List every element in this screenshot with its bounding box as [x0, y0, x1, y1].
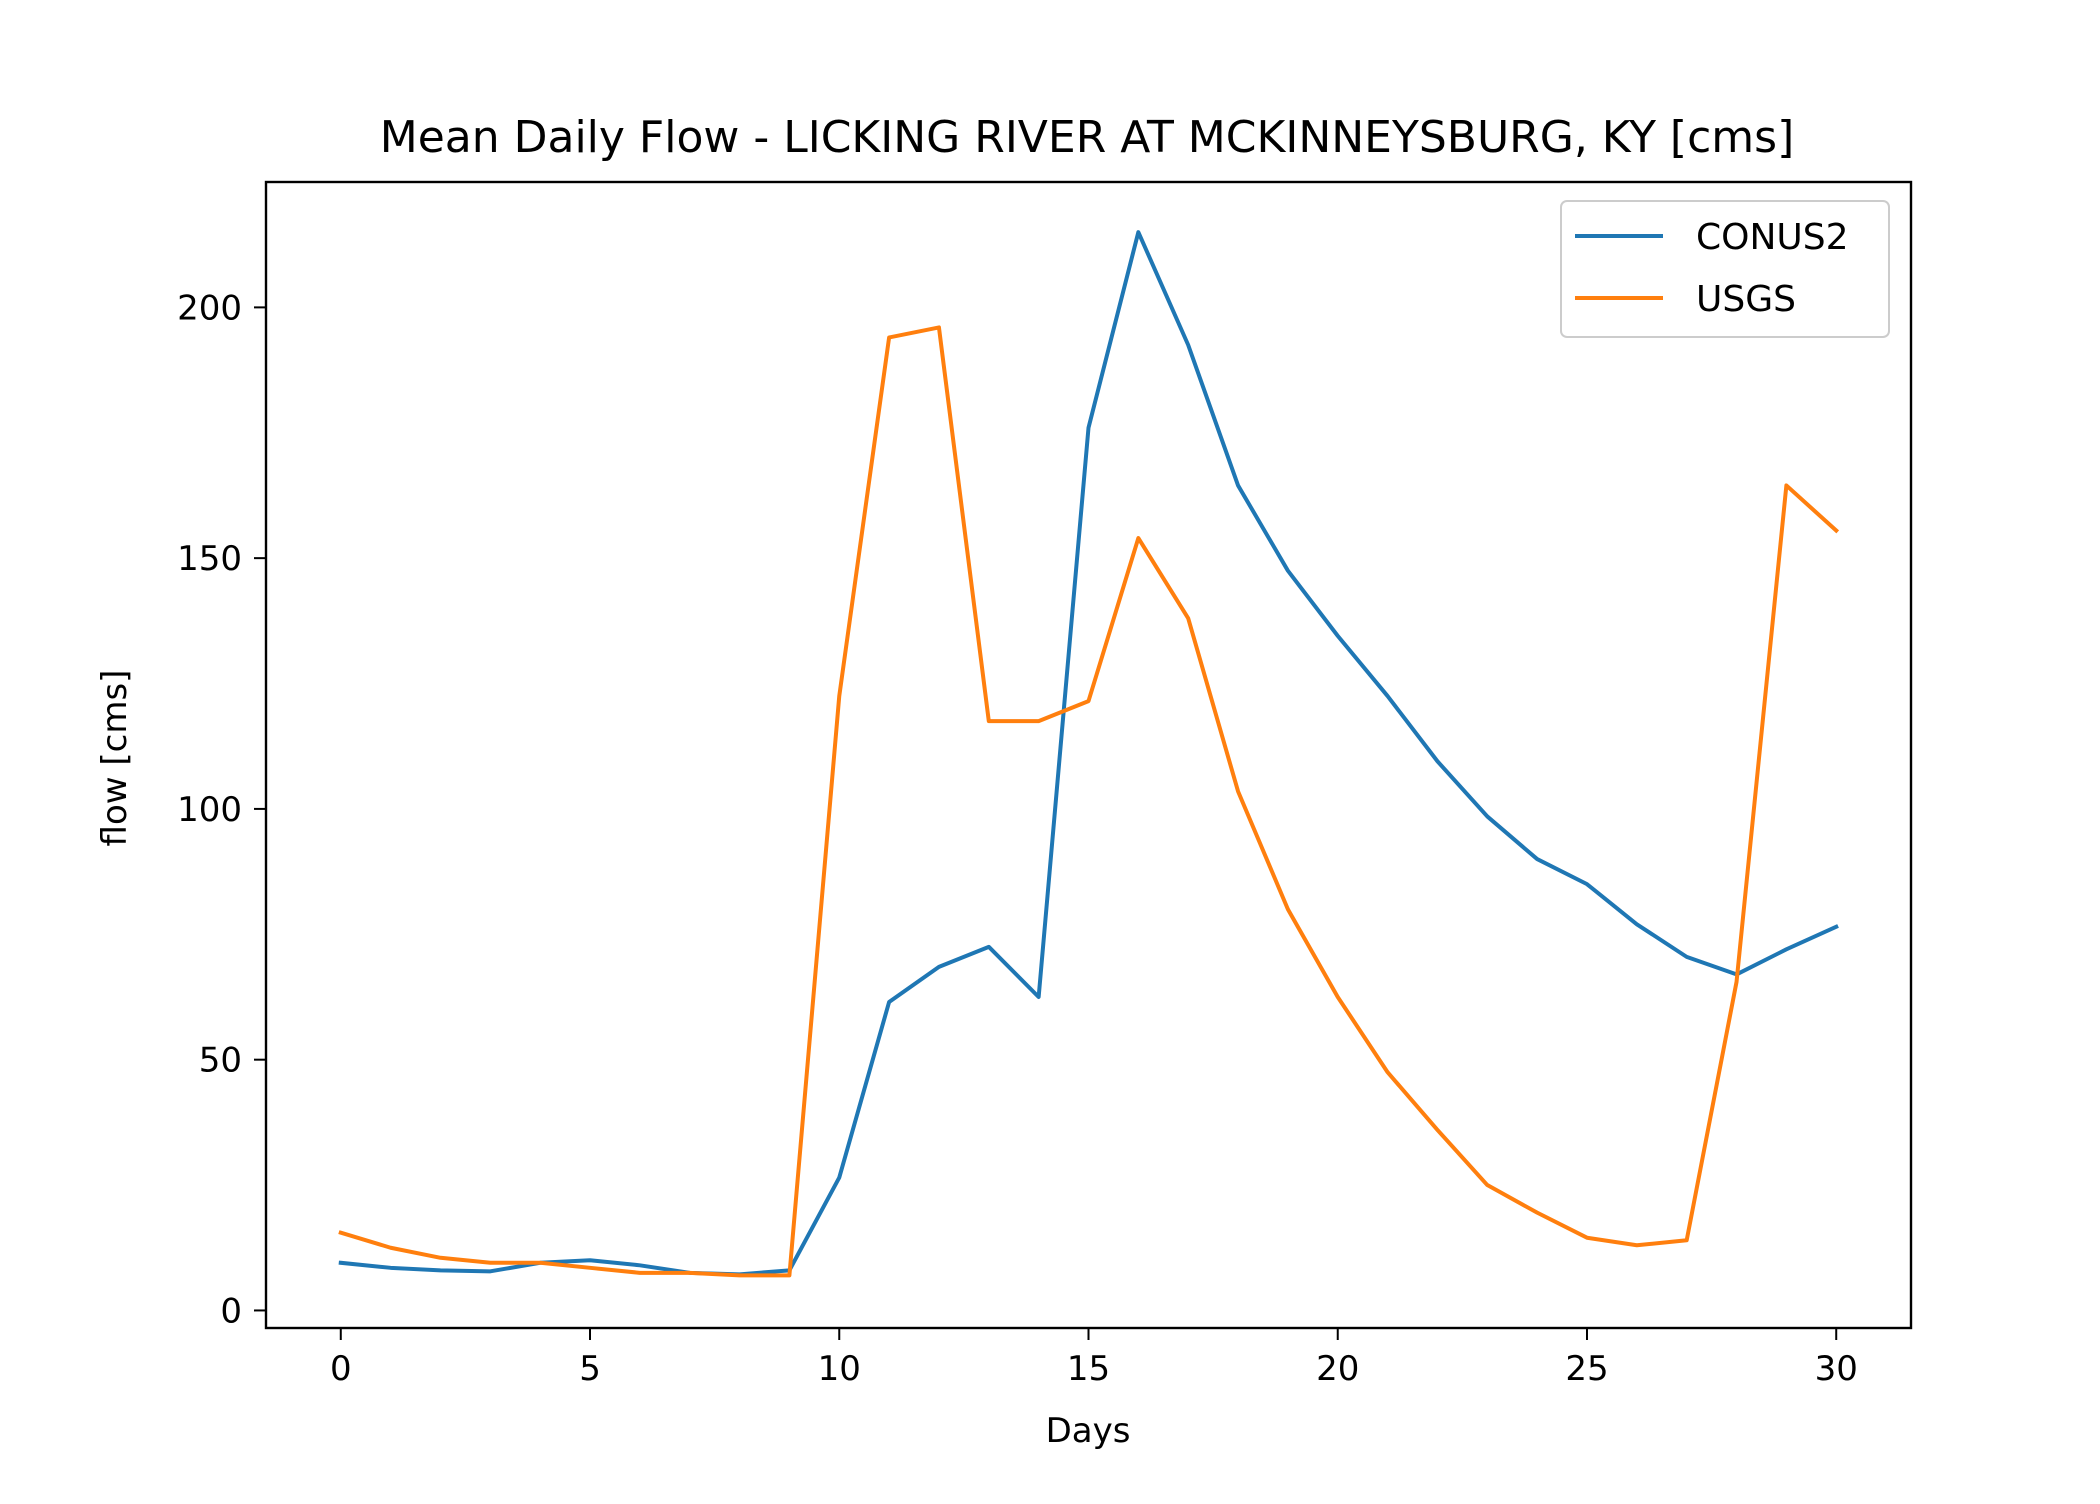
y-tick-label: 200: [177, 288, 242, 328]
plot-area: 0 5 10 15 20 25 30 0 50 100 150 200: [177, 180, 1913, 1389]
y-axis-label: flow [cms]: [95, 670, 135, 847]
series-line-usgs: [338, 325, 1840, 1278]
legend: CONUS2 USGS: [1560, 200, 1890, 338]
y-tick-label: 100: [177, 790, 242, 830]
axes-frame: [264, 180, 1913, 1330]
x-tick-label: 20: [1316, 1349, 1359, 1389]
x-axis-label: Days: [1046, 1411, 1131, 1451]
y-tick-label: 150: [177, 539, 242, 579]
x-tick-label: 5: [579, 1349, 601, 1389]
legend-label: USGS: [1696, 279, 1796, 320]
x-tick-label: 25: [1565, 1349, 1608, 1389]
x-tick-label: 10: [818, 1349, 861, 1389]
y-tick-label: 0: [220, 1291, 242, 1331]
chart-title: Mean Daily Flow - LICKING RIVER AT MCKIN…: [380, 112, 1795, 163]
x-tick-label: 30: [1815, 1349, 1858, 1389]
x-tick-label: 15: [1067, 1349, 1110, 1389]
legend-label: CONUS2: [1696, 217, 1849, 258]
series-line-conus2: [338, 230, 1839, 1277]
x-tick-label: 0: [330, 1349, 352, 1389]
y-tick-label: 50: [199, 1041, 242, 1081]
